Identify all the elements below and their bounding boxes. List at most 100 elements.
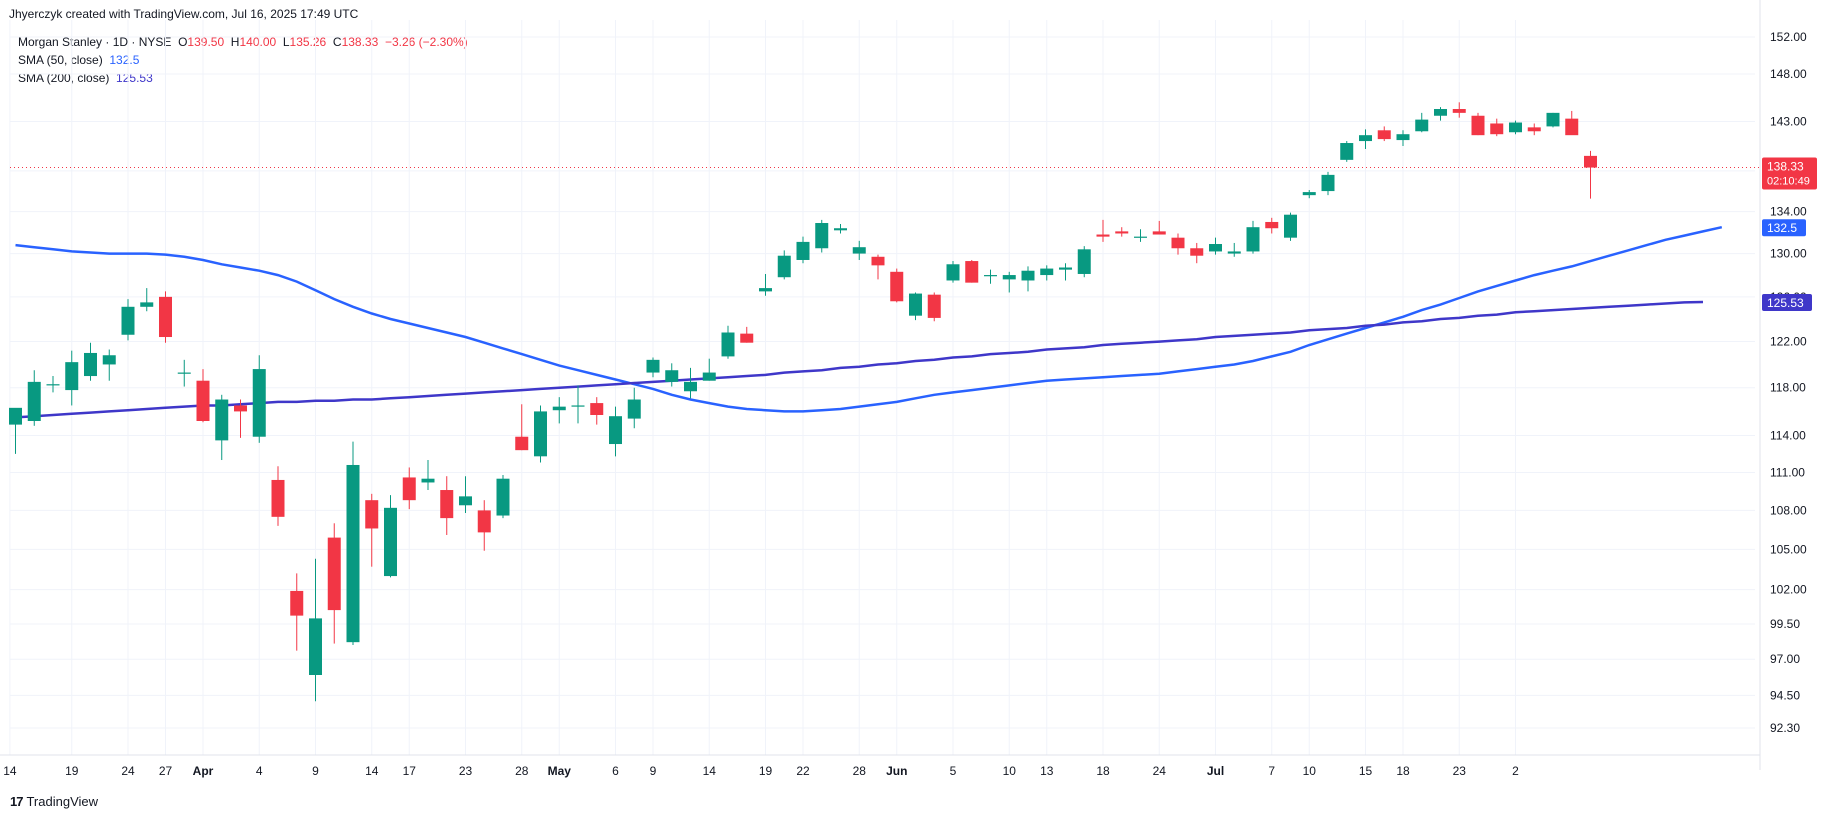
candle-body [515, 436, 529, 451]
time-tick-label: 19 [759, 764, 773, 778]
time-tick-label: 28 [853, 764, 867, 778]
sma200-badge [1762, 294, 1812, 312]
sma200-badge-value: 125.53 [1767, 296, 1804, 310]
candle [1415, 112, 1429, 133]
candle [384, 495, 397, 578]
candle-body [777, 255, 791, 278]
candle [309, 558, 322, 702]
candle [121, 299, 135, 341]
price-tick-label: 108.00 [1770, 503, 1807, 517]
candle-body [27, 381, 41, 421]
candle-body [1527, 127, 1541, 132]
price-tick-label: 111.00 [1770, 465, 1805, 479]
price-axis: 152.00148.00143.00138.00134.00130.00126.… [0, 0, 1807, 770]
sma200-label: SMA (200, close) [18, 71, 110, 85]
candle [890, 268, 904, 303]
price-tick-label: 92.30 [1770, 721, 1800, 735]
candle-body [684, 381, 697, 392]
candle [1284, 212, 1297, 241]
time-tick-label: 18 [1396, 764, 1410, 778]
candle [1040, 265, 1054, 281]
chart-credit: Jhyerczyk created with TradingView.com, … [9, 7, 359, 21]
candle [1302, 190, 1316, 199]
time-tick-label: 5 [950, 764, 957, 778]
last-price-badge [1762, 157, 1817, 190]
candle-body [534, 411, 547, 457]
candle [1209, 237, 1222, 255]
candle [9, 407, 22, 454]
candle [440, 476, 454, 535]
price-tick-label: 148.00 [1770, 67, 1807, 81]
candle [234, 399, 247, 438]
candle [590, 397, 604, 425]
candle-body [1265, 221, 1279, 229]
candle [102, 349, 116, 381]
candle [909, 292, 922, 321]
candle [477, 500, 491, 551]
candle [196, 369, 210, 423]
candle [927, 292, 941, 322]
candle [984, 269, 997, 284]
last-price-badge-value: 138.33 [1767, 160, 1804, 174]
candle-body [1584, 155, 1597, 168]
candle-body [1227, 251, 1241, 254]
candle-body [1077, 249, 1091, 274]
candle [1584, 150, 1597, 199]
time-tick-label: 18 [1096, 764, 1110, 778]
candle [346, 441, 360, 645]
candle-body [159, 296, 172, 338]
candle [552, 397, 566, 424]
candle-body [215, 399, 229, 441]
candle-body [402, 477, 416, 501]
candle [1452, 102, 1466, 118]
candle [834, 224, 847, 234]
legend-ohlc-row[interactable]: Morgan Stanley · 1D · NYSE O139.50 H140.… [18, 33, 468, 51]
price-badges: 138.33 02:10:49 132.5 125.53 [1762, 157, 1817, 312]
candle [852, 240, 866, 260]
low-value: 135.26 [289, 35, 327, 49]
legend: Morgan Stanley · 1D · NYSE O139.50 H140.… [18, 33, 468, 87]
time-tick-label: 10 [1303, 764, 1317, 778]
candle-body [1359, 135, 1372, 142]
legend-sma50-row[interactable]: SMA (50, close) 132.5 [18, 51, 468, 69]
candle-body [946, 264, 960, 281]
candle [1490, 118, 1504, 137]
candle [946, 261, 960, 283]
price-tick-label: 97.00 [1770, 652, 1800, 666]
time-tick-label: 24 [1153, 764, 1167, 778]
change-value: −3.26 (−2.30%) [384, 35, 468, 49]
candle [290, 573, 304, 651]
candle [1265, 217, 1279, 234]
candle [1434, 107, 1447, 121]
candle [1359, 129, 1372, 149]
candle-body [84, 352, 97, 377]
candle-body [1302, 192, 1316, 196]
sma50-badge [1762, 219, 1806, 237]
price-tick-label: 122.00 [1770, 335, 1807, 349]
candle-body [609, 416, 622, 445]
time-tick-label: 9 [650, 764, 657, 778]
tradingview-logo[interactable]: 17 TradingView [10, 794, 98, 809]
candle-body [1565, 118, 1579, 136]
candle [627, 387, 641, 429]
candle [759, 273, 772, 296]
candle [1527, 123, 1541, 136]
candle-body [646, 359, 660, 373]
candle-body [1377, 130, 1391, 140]
candle-body [759, 288, 772, 292]
candle [159, 291, 172, 343]
legend-sma200-row[interactable]: SMA (200, close) 125.53 [18, 69, 468, 87]
time-tick-label: 6 [612, 764, 619, 778]
candle-body [365, 500, 379, 529]
time-tick-label: 2 [1512, 764, 1519, 778]
time-tick-label: 9 [312, 764, 319, 778]
candle-body [384, 507, 397, 577]
candle [1471, 112, 1485, 136]
candle [65, 350, 79, 406]
candle [84, 342, 97, 381]
candle-body [1171, 237, 1185, 249]
symbol-label: Morgan Stanley · 1D · NYSE [18, 35, 172, 49]
candle-body [984, 275, 997, 277]
candle [1115, 227, 1129, 237]
